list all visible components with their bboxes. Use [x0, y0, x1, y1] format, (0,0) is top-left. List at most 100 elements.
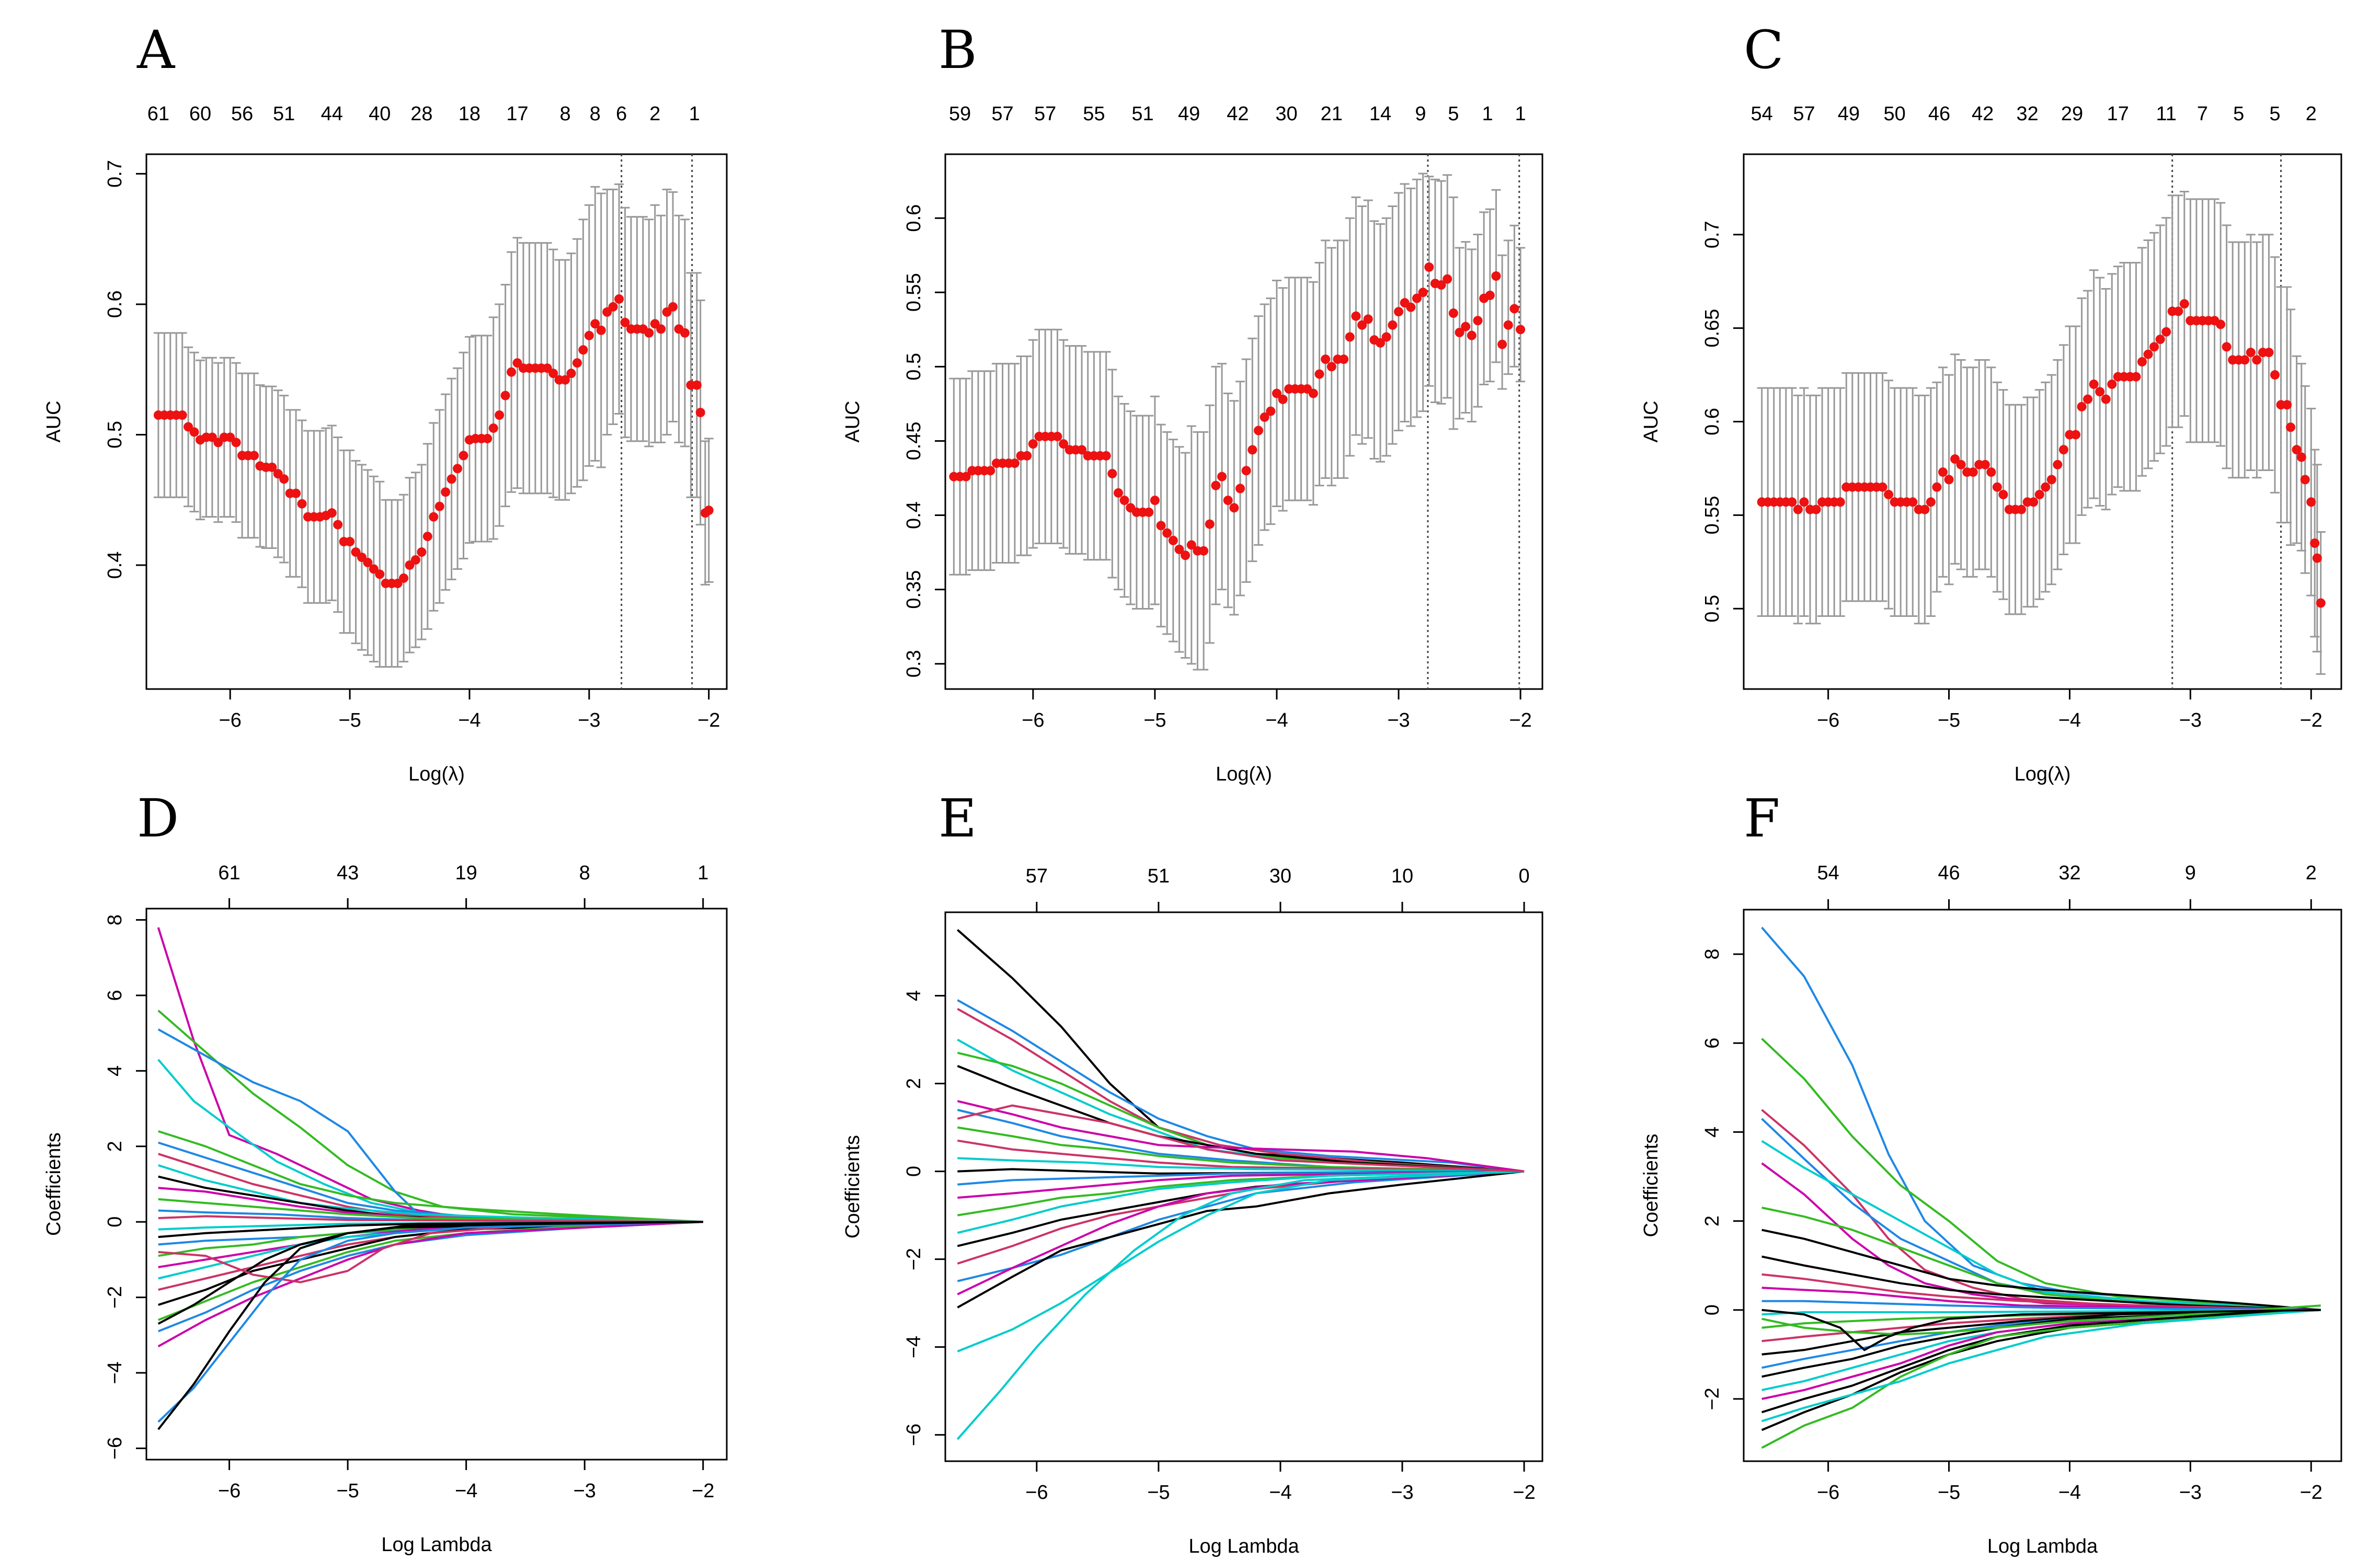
auc-point	[1926, 497, 1936, 507]
y-tick-label: 4	[903, 990, 925, 1001]
coefficient-path	[957, 1104, 1525, 1173]
auc-point	[2316, 598, 2326, 608]
y-tick-label: 8	[1701, 949, 1723, 960]
auc-point	[2179, 299, 2189, 309]
auc-point	[1376, 338, 1386, 348]
y-tick-label: −2	[104, 1286, 126, 1309]
error-bar	[1424, 176, 1434, 387]
auc-point	[1406, 302, 1416, 312]
top-axis-label: 18	[459, 103, 480, 125]
auc-point	[279, 474, 289, 484]
top-axis-label: 2	[2306, 862, 2317, 884]
auc-point	[2246, 348, 2256, 358]
auc-point	[441, 487, 451, 497]
top-axis-label: 54	[1817, 862, 1839, 884]
auc-point	[267, 462, 277, 472]
auc-point	[1884, 490, 1894, 499]
x-tick-label: −5	[336, 1480, 359, 1502]
auc-point	[1799, 497, 1809, 507]
x-tick-label: −3	[2179, 709, 2202, 731]
top-axis-label: 5	[1448, 103, 1459, 125]
y-tick-label: −6	[104, 1437, 126, 1460]
auc-point	[2216, 319, 2226, 329]
top-axis-label: 46	[1938, 862, 1960, 884]
y-tick-label: −4	[903, 1336, 925, 1358]
x-axis-title: Log Lambda	[1987, 1535, 2098, 1557]
auc-point	[1980, 460, 1990, 469]
auc-point	[495, 410, 505, 420]
auc-point	[1010, 458, 1020, 468]
auc-point	[434, 501, 444, 511]
auc-point	[2240, 355, 2250, 365]
top-axis-label: 56	[231, 103, 253, 125]
auc-point	[986, 466, 996, 476]
auc-point	[578, 345, 588, 355]
x-tick-label: −2	[692, 1480, 714, 1502]
auc-point	[1968, 467, 1978, 477]
auc-point	[1326, 362, 1336, 372]
y-tick-label: 8	[104, 914, 126, 925]
auc-point	[2089, 379, 2099, 389]
auc-point	[961, 472, 971, 481]
auc-point	[1223, 496, 1233, 506]
top-axis-label: 50	[1883, 103, 1905, 125]
coefficient-path	[957, 1170, 1525, 1265]
top-axis-label: 19	[455, 862, 477, 884]
x-tick-label: −4	[1265, 709, 1288, 731]
auc-point	[483, 433, 493, 443]
auc-point	[1908, 497, 1918, 507]
top-axis-label: 61	[147, 103, 169, 125]
auc-point	[1181, 550, 1191, 560]
auc-point	[1388, 320, 1398, 330]
coefficient-path	[957, 1008, 1525, 1173]
coefficient-path	[1761, 1255, 2321, 1311]
auc-point	[459, 451, 468, 461]
y-tick-label: 2	[1701, 1215, 1723, 1226]
y-tick-label: 4	[104, 1065, 126, 1076]
coefficient-path	[1761, 1273, 2321, 1311]
coefficient-path	[158, 1198, 703, 1223]
x-tick-label: −6	[219, 709, 242, 731]
auc-point	[291, 488, 301, 498]
y-tick-label: 0.6	[104, 291, 126, 318]
y-axis-title: Coefficients	[43, 1132, 65, 1236]
auc-point	[704, 506, 714, 515]
y-tick-label: 0.45	[903, 421, 925, 460]
top-axis-label: 2	[649, 103, 660, 125]
panel-letter: B	[939, 19, 977, 81]
top-axis-label: 1	[1515, 103, 1526, 125]
auc-point	[1144, 507, 1154, 517]
top-axis-label: 11	[2156, 103, 2176, 125]
panel-letter: C	[1744, 19, 1784, 81]
auc-point	[656, 324, 666, 334]
auc-point	[1059, 439, 1069, 449]
auc-point	[2264, 348, 2274, 358]
auc-point	[1308, 388, 1318, 398]
coefficient-path	[957, 1170, 1525, 1309]
error-bar	[1436, 180, 1446, 405]
coefficient-path	[957, 1170, 1525, 1352]
auc-point	[1028, 439, 1038, 449]
auc-point	[1174, 544, 1184, 554]
auc-point	[297, 499, 307, 509]
auc-point	[1509, 304, 1519, 314]
auc-point	[1811, 504, 1821, 514]
coefficient-path	[1761, 1309, 2321, 1423]
top-axis-label: 44	[321, 103, 343, 125]
auc-point	[2077, 402, 2087, 411]
coefficient-path	[1761, 1309, 2321, 1400]
auc-point	[1920, 504, 1930, 514]
auc-point	[375, 569, 385, 579]
auc-point	[2071, 430, 2080, 440]
auc-point	[548, 369, 558, 378]
auc-point	[1787, 497, 1797, 507]
coefficient-path	[957, 1051, 1525, 1173]
x-tick-label: −4	[2058, 709, 2081, 731]
auc-point	[453, 464, 463, 474]
auc-point	[1205, 519, 1215, 529]
plot-frame	[145, 153, 728, 690]
top-axis-label: 57	[1034, 103, 1056, 125]
auc-point	[1357, 320, 1367, 330]
coefficient-path	[157, 1221, 703, 1423]
x-tick-label: −3	[573, 1480, 596, 1502]
